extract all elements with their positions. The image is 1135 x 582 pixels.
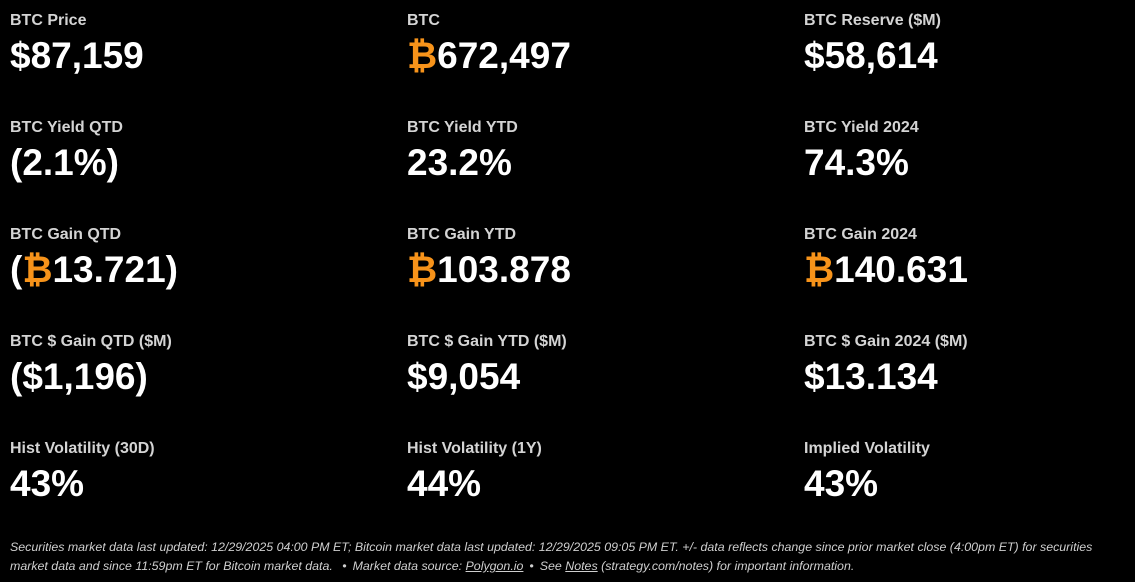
metric-label: BTC $ Gain YTD ($M): [407, 333, 567, 350]
metric-btc-dollar-gain-2024: BTC $ Gain 2024 ($M) $13.134: [804, 332, 1125, 439]
metric-btc-gain-ytd: BTC Gain YTD ₿103.878: [407, 225, 804, 332]
metric-label: BTC Gain YTD: [407, 226, 517, 243]
bullet-separator: •: [342, 559, 347, 573]
metric-value: 43%: [804, 463, 1125, 505]
value-number: 74.3%: [804, 142, 909, 183]
metric-btc-gain-qtd: BTC Gain QTD (₿13.721): [10, 225, 407, 332]
value-number: 44%: [407, 463, 482, 504]
metric-value: $9,054: [407, 356, 804, 398]
bitcoin-icon: ₿: [804, 248, 835, 291]
value-number: $87,159: [10, 35, 144, 76]
value-prefix: (: [10, 249, 23, 290]
metric-label: BTC Yield QTD: [10, 119, 123, 136]
value-suffix: ): [165, 249, 178, 290]
notes-description: (strategy.com/notes) for important infor…: [601, 559, 855, 573]
metric-value: ($1,196): [10, 356, 407, 398]
value-number: 672,497: [437, 35, 571, 76]
metrics-grid: BTC Price $87,159 BTC ₿672,497 BTC Reser…: [10, 0, 1125, 546]
metric-implied-volatility: Implied Volatility 43%: [804, 439, 1125, 546]
metric-value: 74.3%: [804, 142, 1125, 184]
see-label: See: [539, 559, 562, 573]
value-number: $9,054: [407, 356, 521, 397]
bitcoin-icon: ₿: [22, 248, 53, 291]
metrics-row: BTC Price $87,159 BTC ₿672,497 BTC Reser…: [10, 11, 1125, 118]
value-number: ($1,196): [10, 356, 148, 397]
metric-value: 44%: [407, 463, 804, 505]
metric-btc-holdings: BTC ₿672,497: [407, 11, 804, 118]
metric-value: ₿103.878: [407, 249, 804, 291]
metric-value: ₿140.631: [804, 249, 1125, 291]
metric-btc-yield-2024: BTC Yield 2024 74.3%: [804, 118, 1125, 225]
metric-value: 23.2%: [407, 142, 804, 184]
metric-value: 43%: [10, 463, 407, 505]
metric-label: Implied Volatility: [804, 440, 930, 457]
metric-label: BTC: [407, 12, 440, 29]
bitcoin-icon: ₿: [407, 34, 438, 77]
metric-label: BTC Gain QTD: [10, 226, 122, 243]
metric-value: $87,159: [10, 35, 407, 77]
metric-label: Hist Volatility (1Y): [407, 440, 542, 457]
value-number: 43%: [10, 463, 85, 504]
metric-label: BTC $ Gain 2024 ($M): [804, 333, 968, 350]
metric-label: Hist Volatility (30D): [10, 440, 155, 457]
metric-value: $58,614: [804, 35, 1125, 77]
metric-label: BTC Reserve ($M): [804, 12, 941, 29]
value-number: 140.631: [834, 249, 968, 290]
metric-label: BTC Price: [10, 12, 87, 29]
metrics-row: BTC $ Gain QTD ($M) ($1,196) BTC $ Gain …: [10, 332, 1125, 439]
bitcoin-icon: ₿: [407, 248, 438, 291]
metric-hist-volatility-1y: Hist Volatility (1Y) 44%: [407, 439, 804, 546]
metric-label: BTC Yield 2024: [804, 119, 919, 136]
metric-label: BTC Gain 2024: [804, 226, 917, 243]
metric-value: (₿13.721): [10, 249, 407, 291]
polygon-link[interactable]: Polygon.io: [465, 559, 524, 573]
metric-label: BTC $ Gain QTD ($M): [10, 333, 172, 350]
bullet-separator: •: [529, 559, 534, 573]
value-number: $13.134: [804, 356, 938, 397]
value-number: 23.2%: [407, 142, 512, 183]
metric-hist-volatility-30d: Hist Volatility (30D) 43%: [10, 439, 407, 546]
metrics-row: Hist Volatility (30D) 43% Hist Volatilit…: [10, 439, 1125, 546]
value-number: 13.721: [52, 249, 166, 290]
metric-label: BTC Yield YTD: [407, 119, 518, 136]
metric-value: ₿672,497: [407, 35, 804, 77]
metrics-row: BTC Yield QTD (2.1%) BTC Yield YTD 23.2%…: [10, 118, 1125, 225]
value-number: $58,614: [804, 35, 938, 76]
metric-btc-dollar-gain-qtd: BTC $ Gain QTD ($M) ($1,196): [10, 332, 407, 439]
metric-btc-yield-ytd: BTC Yield YTD 23.2%: [407, 118, 804, 225]
metric-btc-price: BTC Price $87,159: [10, 11, 407, 118]
market-data-disclaimer: Securities market data last updated: 12/…: [10, 538, 1128, 576]
metric-btc-yield-qtd: BTC Yield QTD (2.1%): [10, 118, 407, 225]
metrics-row: BTC Gain QTD (₿13.721) BTC Gain YTD ₿103…: [10, 225, 1125, 332]
disclaimer-text: Securities market data last updated: 12/…: [10, 540, 1093, 573]
metric-value: (2.1%): [10, 142, 407, 184]
market-data-source-label: Market data source:: [352, 559, 463, 573]
metric-btc-dollar-gain-ytd: BTC $ Gain YTD ($M) $9,054: [407, 332, 804, 439]
value-number: 103.878: [437, 249, 571, 290]
value-number: (2.1%): [10, 142, 119, 183]
metric-btc-reserve: BTC Reserve ($M) $58,614: [804, 11, 1125, 118]
notes-link[interactable]: Notes: [565, 559, 598, 573]
metric-value: $13.134: [804, 356, 1125, 398]
metric-btc-gain-2024: BTC Gain 2024 ₿140.631: [804, 225, 1125, 332]
value-number: 43%: [804, 463, 879, 504]
